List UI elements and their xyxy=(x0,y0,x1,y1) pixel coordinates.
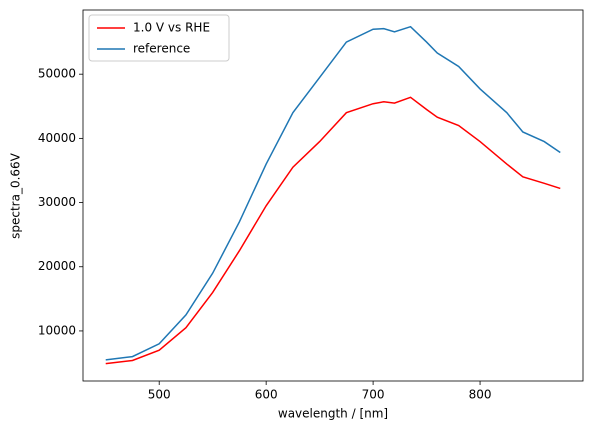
y-tick-label: 20000 xyxy=(38,259,76,273)
x-tick-label: 700 xyxy=(362,388,385,402)
y-tick-label: 10000 xyxy=(38,323,76,337)
line-series xyxy=(105,25,561,361)
x-tick-label: 600 xyxy=(255,388,278,402)
y-tick-label: 40000 xyxy=(38,131,76,145)
legend-label: reference xyxy=(133,42,190,56)
plot-frame xyxy=(82,9,584,382)
x-tick-label: 800 xyxy=(469,388,492,402)
y-tick-label: 30000 xyxy=(38,195,76,209)
y-tick-label: 50000 xyxy=(38,67,76,81)
y-axis-label: spectra_0.66V xyxy=(9,152,23,239)
legend-label: 1.0 V vs RHE xyxy=(133,21,210,35)
line-series xyxy=(105,96,561,365)
x-tick-label: 500 xyxy=(148,388,171,402)
x-axis-label: wavelength / [nm] xyxy=(278,407,388,421)
